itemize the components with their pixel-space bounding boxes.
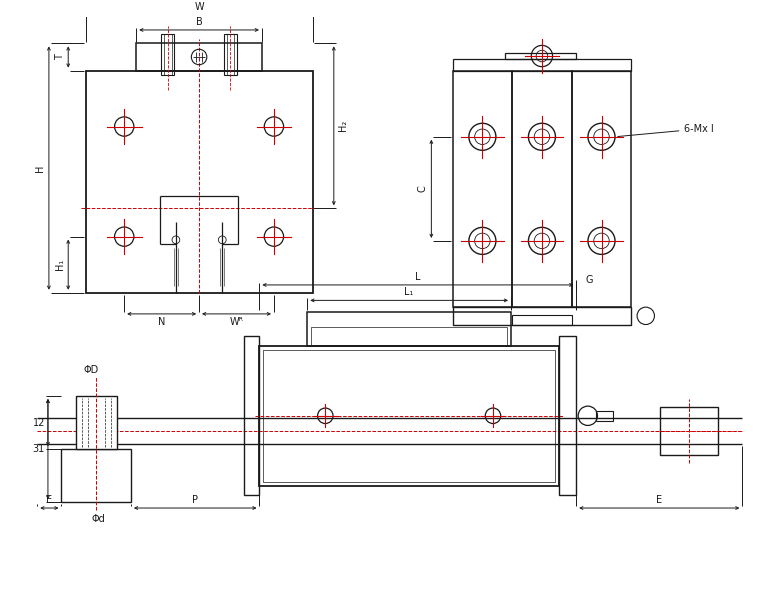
Bar — [571, 71, 631, 307]
Bar — [263, 350, 555, 482]
Bar — [161, 34, 175, 76]
Bar — [307, 312, 511, 346]
Text: 6-Mx l: 6-Mx l — [618, 124, 714, 136]
Text: E: E — [46, 495, 52, 505]
Bar — [453, 59, 631, 71]
Bar — [136, 44, 262, 71]
Bar — [85, 71, 313, 293]
Bar — [595, 411, 613, 421]
Text: B: B — [196, 17, 203, 27]
Bar — [224, 34, 237, 76]
Bar — [559, 336, 576, 496]
Text: H: H — [35, 165, 45, 172]
Text: G: G — [586, 275, 594, 285]
Bar — [512, 71, 571, 307]
Text: N: N — [158, 317, 166, 327]
Bar — [62, 449, 131, 502]
Text: T: T — [55, 54, 65, 60]
Text: 31: 31 — [33, 444, 45, 454]
Text: Φd: Φd — [92, 514, 105, 524]
Bar — [453, 71, 512, 307]
Bar — [505, 53, 577, 59]
Bar — [512, 315, 571, 324]
Text: 12: 12 — [32, 418, 45, 428]
Text: P: P — [192, 495, 198, 505]
Bar — [62, 449, 131, 502]
Text: W: W — [194, 2, 204, 12]
Text: C: C — [417, 185, 427, 192]
Bar — [259, 346, 559, 486]
Text: ΦD: ΦD — [84, 365, 99, 375]
Text: E: E — [656, 495, 662, 505]
Text: H₂: H₂ — [338, 120, 348, 132]
Text: Wᴿ: Wᴿ — [229, 317, 243, 327]
Text: H₁: H₁ — [55, 259, 65, 270]
Bar — [76, 396, 116, 449]
Bar — [453, 307, 631, 324]
Bar — [311, 327, 507, 346]
Bar — [76, 396, 116, 449]
Bar — [244, 336, 259, 496]
Text: L: L — [415, 272, 420, 282]
Text: L₁: L₁ — [404, 287, 413, 297]
Bar — [660, 407, 718, 455]
